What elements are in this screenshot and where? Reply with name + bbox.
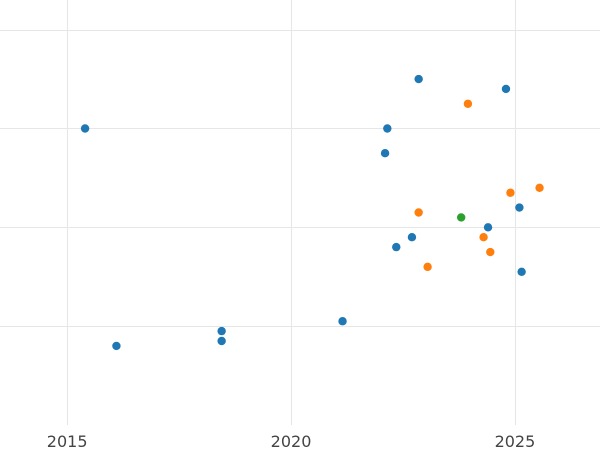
scatter-point (506, 188, 515, 197)
scatter-point (112, 341, 121, 351)
scatter-point (414, 208, 423, 217)
x-tick-label: 2020 (271, 432, 312, 450)
y-gridlines (0, 30, 600, 327)
scatter-point (463, 99, 473, 108)
scatter-point (515, 203, 524, 212)
x-tick-labels: 2015 2020 2025 (47, 432, 535, 450)
scatter-point (486, 247, 495, 257)
scatter-point (217, 326, 226, 336)
x-tick-label: 2015 (47, 432, 88, 450)
scatter-point (217, 336, 226, 346)
scatter-point (383, 124, 392, 133)
scatter-point (392, 242, 401, 252)
scatter-point (423, 262, 432, 272)
x-tick-label: 2025 (495, 432, 536, 450)
scatter-point (380, 148, 390, 158)
scatter-point (338, 317, 347, 326)
scatter-point (517, 267, 526, 277)
x-gridlines (67, 0, 516, 425)
scatter-point (414, 74, 423, 84)
scatter-point (483, 223, 493, 232)
scatter-point (501, 84, 511, 94)
data-points (80, 74, 544, 351)
scatter-point (407, 233, 417, 242)
scatter-point (456, 213, 466, 222)
scatter-point (479, 233, 488, 242)
scatter-point (535, 183, 544, 192)
scatter-point (80, 124, 90, 133)
